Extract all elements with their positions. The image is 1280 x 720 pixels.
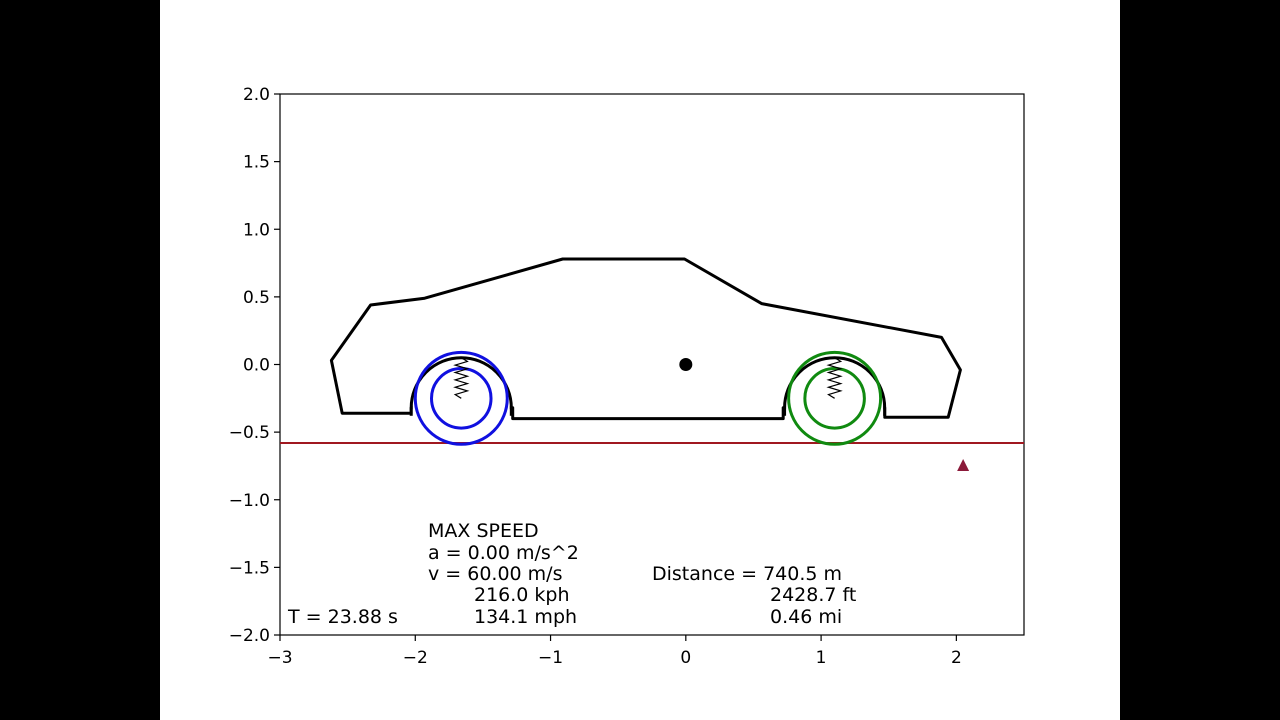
- arch-gap: [786, 404, 884, 419]
- x-tick-label: 1: [816, 648, 827, 668]
- car-body-outline: [329, 257, 962, 421]
- letterbox-left: [0, 0, 160, 720]
- suspension-spring: [453, 357, 470, 399]
- y-tick-label: 1.5: [243, 153, 270, 173]
- arch-gap: [412, 404, 510, 419]
- x-tick-label: −1: [538, 648, 563, 668]
- y-tick-label: −1.0: [229, 491, 270, 511]
- velocity-mph-readout: 134.1 mph: [474, 606, 577, 628]
- axis-ticks: −3 −2 −1 0 1 2 2.0 1.5 1.0 0.5 0.0 −0.5 −1.0 −1.5 −2.0: [229, 85, 962, 668]
- distance-readout: Distance = 740.5 m: [652, 563, 842, 585]
- distance-mi-readout: 0.46 mi: [770, 606, 842, 628]
- y-tick-label: −2.0: [229, 626, 270, 646]
- y-tick-label: 1.0: [243, 220, 270, 240]
- road-marker-triangle: [957, 458, 970, 471]
- x-tick-label: −2: [403, 648, 428, 668]
- wheel-tire: [413, 350, 509, 446]
- y-tick-label: −1.5: [229, 558, 270, 578]
- wheel-tire: [787, 350, 883, 446]
- y-tick-label: −0.5: [229, 423, 270, 443]
- center-of-mass-dot: [679, 358, 693, 371]
- velocity-readout: v = 60.00 m/s: [428, 563, 562, 585]
- acceleration-readout: a = 0.00 m/s^2: [428, 542, 579, 564]
- y-tick-label: 0.5: [243, 288, 270, 308]
- simulation-plot: −3 −2 −1 0 1 2 2.0 1.5 1.0 0.5 0.0 −0.5 −1.0 −1.5 −2.0…: [229, 85, 1025, 668]
- figure-canvas: −3 −2 −1 0 1 2 2.0 1.5 1.0 0.5 0.0 −0.5 −1.0 −1.5 −2.0…: [160, 0, 1120, 720]
- x-tick-label: 2: [951, 648, 962, 668]
- distance-ft-readout: 2428.7 ft: [770, 584, 856, 606]
- car-scene: [280, 257, 1024, 471]
- x-tick-label: −3: [267, 648, 292, 668]
- velocity-kph-readout: 216.0 kph: [474, 584, 570, 606]
- axes-frame: [279, 93, 1025, 636]
- letterbox-right: [1120, 0, 1280, 720]
- wheel-arch: [783, 356, 887, 408]
- x-tick-label: 0: [680, 648, 691, 668]
- suspension-spring: [826, 357, 843, 399]
- wheel-rim: [430, 367, 493, 430]
- wheel-rim: [803, 367, 866, 430]
- y-tick-label: 2.0: [243, 85, 270, 105]
- wheel-arch: [409, 356, 513, 408]
- time-readout: T = 23.88 s: [287, 606, 398, 628]
- y-tick-label: 0.0: [243, 356, 270, 376]
- status-label: MAX SPEED: [428, 520, 539, 542]
